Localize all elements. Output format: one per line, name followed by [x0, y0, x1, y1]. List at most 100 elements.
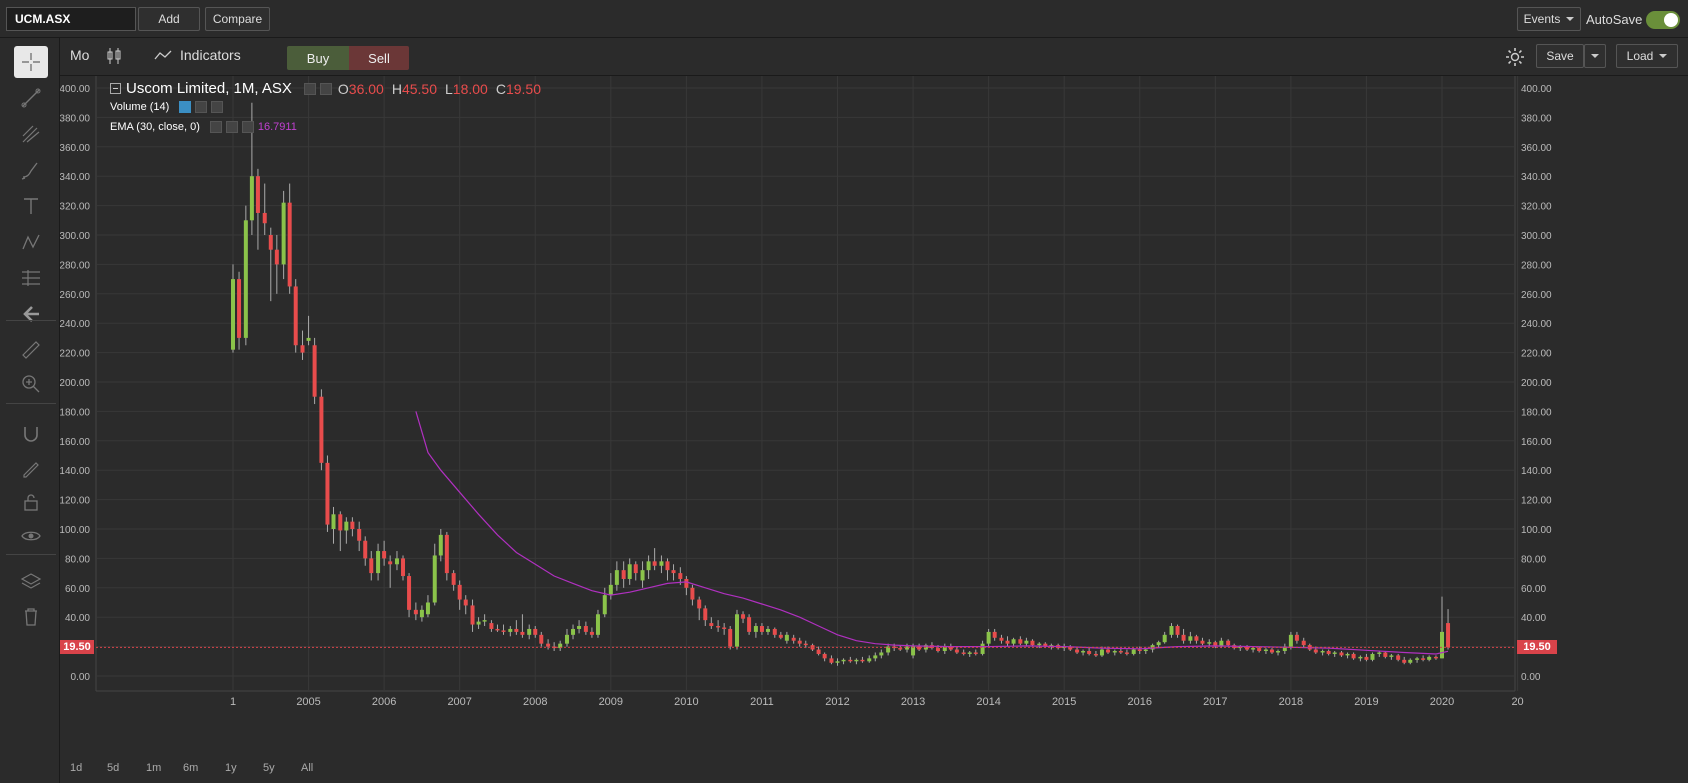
candle-up — [986, 631, 991, 644]
candle-down — [621, 570, 626, 579]
ruler-tool[interactable] — [14, 334, 48, 366]
y-tick-label: 180.00 — [1521, 407, 1552, 418]
range-button-1y[interactable]: 1y — [225, 762, 237, 774]
save-button[interactable]: Save — [1536, 44, 1584, 68]
candle-up — [344, 521, 349, 531]
candle-up — [854, 659, 859, 662]
settings-icon[interactable] — [303, 82, 316, 95]
delete-tool[interactable] — [14, 600, 48, 632]
save-menu-button[interactable] — [1584, 44, 1606, 68]
indicators-button[interactable]: Indicators — [154, 47, 241, 63]
y-tick-label: 180.00 — [60, 407, 90, 418]
x-tick-label: 2010 — [674, 696, 698, 708]
close-label: C — [495, 80, 506, 97]
autosave-toggle[interactable] — [1646, 11, 1680, 29]
candle-up — [331, 514, 336, 529]
x-tick-label: 2017 — [1203, 696, 1227, 708]
candle-down — [1093, 653, 1098, 656]
y-tick-label: 200.00 — [60, 378, 90, 389]
candle-down — [1005, 640, 1010, 644]
chart-style-button[interactable] — [106, 47, 122, 65]
eye-icon[interactable] — [179, 101, 192, 113]
add-button[interactable]: Add — [138, 7, 200, 31]
events-dropdown[interactable]: Events — [1517, 7, 1581, 31]
settings-button[interactable] — [1504, 46, 1526, 71]
candle-down — [954, 649, 959, 653]
candle-down — [1301, 640, 1306, 646]
candle-up — [527, 628, 532, 635]
candle-down — [1075, 649, 1080, 653]
magnet-tool[interactable] — [14, 418, 48, 450]
load-dropdown[interactable]: Load — [1616, 44, 1678, 68]
candle-up — [376, 551, 381, 574]
stay-drawing-tool[interactable] — [14, 452, 48, 484]
y-tick-label: 400.00 — [1521, 84, 1552, 95]
candle-down — [1043, 643, 1048, 647]
chart-toolbar: Mo Indicators Buy Sell Save Load — [60, 38, 1688, 76]
x-tick-label: 2011 — [750, 696, 774, 708]
trend-line-tool[interactable] — [14, 82, 48, 114]
layers-tool[interactable] — [14, 566, 48, 598]
candle-up — [1377, 652, 1382, 654]
candle-up — [1099, 649, 1104, 656]
pattern-icon — [22, 234, 40, 250]
candle-down — [1118, 651, 1123, 653]
back-tool[interactable] — [14, 298, 48, 330]
candle-up — [646, 561, 651, 571]
settings-icon[interactable] — [225, 121, 238, 133]
candle-down — [1087, 651, 1092, 654]
price-chart[interactable]: 400.00 380.00 360.00 340.00 320.00 300.00 280.… — [60, 76, 1688, 756]
range-button-1d[interactable]: 1d — [70, 762, 83, 774]
zoom-tool[interactable] — [14, 368, 48, 400]
fib-tool[interactable] — [14, 262, 48, 294]
candle-up — [231, 279, 235, 350]
chevron-down-icon — [1566, 17, 1575, 21]
visibility-tool[interactable] — [14, 520, 48, 552]
chevron-down-icon — [1659, 54, 1668, 58]
text-tool[interactable] — [14, 190, 48, 222]
buy-button[interactable]: Buy — [287, 46, 349, 70]
candle-up — [1081, 651, 1086, 653]
y-tick-label: 240.00 — [60, 319, 90, 330]
indicators-label: Indicators — [180, 47, 241, 63]
events-label: Events — [1523, 12, 1561, 26]
sell-button[interactable]: Sell — [349, 46, 409, 70]
chart-area[interactable]: 400.00 380.00 360.00 340.00 320.00 300.00 280.… — [60, 76, 1688, 756]
settings-icon[interactable] — [319, 82, 332, 95]
eye-icon[interactable] — [209, 121, 222, 133]
range-button-6m[interactable]: 6m — [183, 762, 199, 774]
candle-up — [879, 652, 884, 656]
candle-down — [1339, 652, 1344, 656]
y-tick-label: 280.00 — [60, 260, 90, 271]
candle-up — [1131, 649, 1136, 654]
range-button-5d[interactable]: 5d — [107, 762, 120, 774]
close-icon[interactable] — [211, 101, 224, 113]
y-tick-label: 100.00 — [1521, 525, 1552, 536]
candle-down — [287, 202, 292, 287]
y-tick-label: 260.00 — [1521, 290, 1552, 301]
close-icon[interactable] — [241, 121, 254, 133]
compare-button[interactable]: Compare — [205, 7, 270, 31]
candle-down — [1137, 649, 1142, 652]
high-label: H — [391, 80, 402, 97]
candle-down — [325, 462, 330, 525]
crosshair-tool[interactable] — [14, 46, 48, 78]
brush-tool[interactable] — [14, 154, 48, 186]
candle-down — [1106, 649, 1111, 653]
range-button-5y[interactable]: 5y — [263, 762, 275, 774]
symbol-input[interactable] — [6, 7, 136, 31]
candle-up — [753, 626, 758, 632]
range-button-all[interactable]: All — [301, 762, 314, 774]
interval-button[interactable]: Mo — [70, 47, 89, 63]
lock-tool[interactable] — [14, 486, 48, 518]
candle-up — [564, 634, 569, 644]
candle-down — [860, 659, 865, 662]
y-tick-label: 220.00 — [1521, 349, 1552, 360]
pattern-tool[interactable] — [14, 226, 48, 258]
range-button-1m[interactable]: 1m — [146, 762, 162, 774]
pitchfork-tool[interactable] — [14, 118, 48, 150]
candle-down — [1364, 656, 1369, 660]
settings-icon[interactable] — [195, 101, 208, 113]
y-tick-label: 60.00 — [1521, 584, 1546, 595]
collapse-icon[interactable] — [110, 83, 121, 94]
